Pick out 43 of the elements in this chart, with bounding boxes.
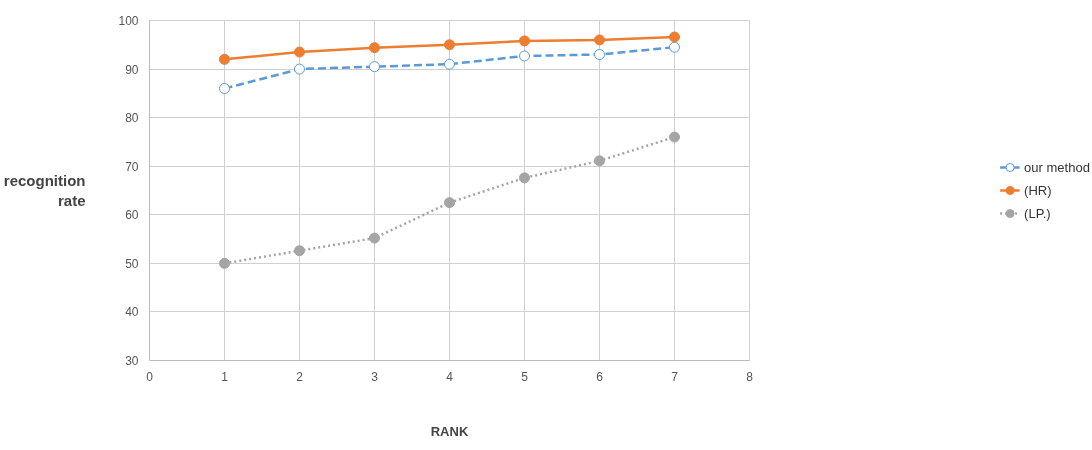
- point: [594, 155, 605, 167]
- point: [669, 41, 680, 53]
- point: [669, 131, 680, 143]
- x-tick-label: 1: [221, 369, 229, 384]
- point: [219, 53, 230, 65]
- x-tick-label: 6: [596, 369, 604, 384]
- x-tick-label: 2: [296, 369, 304, 384]
- x-tick-label: 7: [671, 369, 679, 384]
- x-tick-label: 3: [371, 369, 379, 384]
- point: [519, 172, 530, 184]
- x-tick-label: 0: [146, 369, 154, 384]
- y-tick-label: 30: [125, 354, 139, 368]
- x-tick-label: 4: [446, 369, 454, 384]
- y-tick-label: 40: [125, 305, 139, 320]
- x-tick-label: 8: [746, 369, 754, 384]
- point: [219, 83, 230, 94]
- point: [519, 35, 530, 47]
- point: [219, 257, 230, 269]
- point: [444, 58, 455, 70]
- point: [294, 245, 305, 257]
- point: [594, 49, 605, 60]
- legend-label: (HR): [1024, 182, 1052, 198]
- legend-label: our method: [1024, 159, 1090, 175]
- point: [519, 50, 530, 62]
- point: [444, 197, 455, 209]
- point: [294, 63, 305, 75]
- y-tick-label: 100: [118, 14, 139, 28]
- legend-label: (LP.): [1024, 205, 1051, 221]
- point: [294, 46, 305, 58]
- y-tick-label: 80: [125, 111, 139, 126]
- y-tick-label: 70: [125, 159, 139, 174]
- point: [369, 61, 380, 73]
- x-tick-label: 5: [521, 369, 529, 384]
- point: [444, 39, 455, 51]
- point: [669, 31, 680, 43]
- y-tick-label: 60: [125, 208, 139, 223]
- point: [369, 232, 380, 244]
- y-axis-title: recognition rate: [3, 171, 86, 210]
- y-tick-label: 50: [125, 256, 139, 271]
- point: [594, 34, 605, 46]
- y-tick-label: 90: [125, 62, 139, 77]
- point: [369, 42, 380, 54]
- x-axis-title: RANK: [430, 423, 469, 439]
